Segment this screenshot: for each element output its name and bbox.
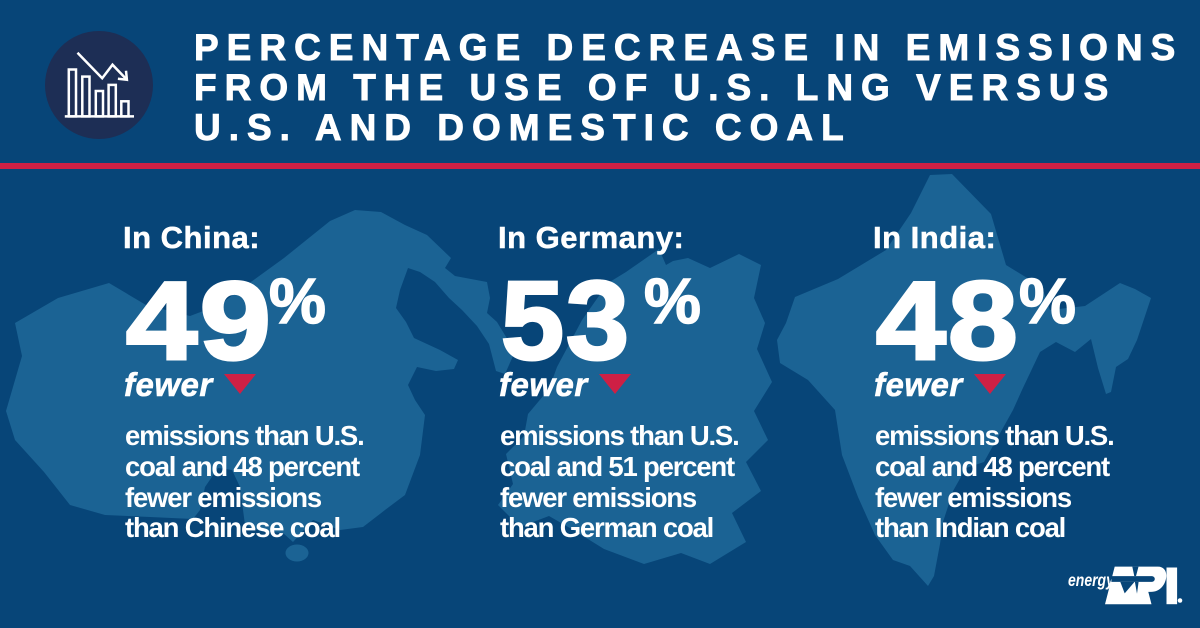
svg-text:energy: energy: [1068, 572, 1115, 591]
